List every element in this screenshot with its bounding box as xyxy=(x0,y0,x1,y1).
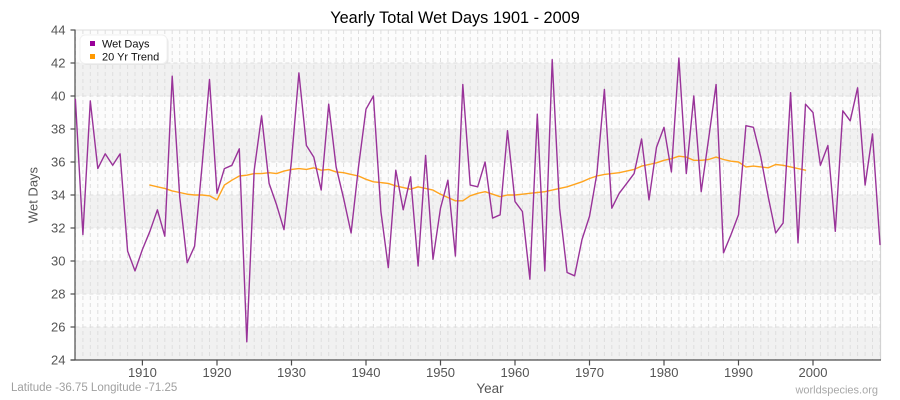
svg-text:40: 40 xyxy=(51,89,65,104)
svg-text:worldspecies.org: worldspecies.org xyxy=(794,385,878,397)
svg-text:44: 44 xyxy=(51,23,65,38)
svg-text:1930: 1930 xyxy=(277,365,306,380)
svg-text:2000: 2000 xyxy=(799,365,828,380)
svg-text:38: 38 xyxy=(51,122,65,137)
svg-text:Wet Days: Wet Days xyxy=(26,166,41,223)
svg-text:26: 26 xyxy=(51,320,65,335)
svg-text:1970: 1970 xyxy=(575,365,604,380)
svg-text:1950: 1950 xyxy=(426,365,455,380)
svg-text:28: 28 xyxy=(51,287,65,302)
svg-text:Yearly Total Wet Days 1901 - 2: Yearly Total Wet Days 1901 - 2009 xyxy=(330,9,580,27)
svg-text:20 Yr Trend: 20 Yr Trend xyxy=(102,52,159,64)
svg-text:30: 30 xyxy=(51,254,65,269)
svg-text:36: 36 xyxy=(51,155,65,170)
svg-text:1990: 1990 xyxy=(724,365,753,380)
svg-text:32: 32 xyxy=(51,221,65,236)
svg-text:1980: 1980 xyxy=(650,365,679,380)
svg-text:Latitude -36.75 Longitude -71.: Latitude -36.75 Longitude -71.25 xyxy=(11,382,177,394)
svg-text:1920: 1920 xyxy=(203,365,232,380)
svg-text:1940: 1940 xyxy=(352,365,381,380)
svg-text:24: 24 xyxy=(51,353,65,368)
svg-text:34: 34 xyxy=(51,188,65,203)
svg-text:1960: 1960 xyxy=(501,365,530,380)
svg-text:1910: 1910 xyxy=(128,365,157,380)
svg-text:Year: Year xyxy=(476,381,504,396)
svg-text:42: 42 xyxy=(51,56,65,71)
svg-text:Wet Days: Wet Days xyxy=(102,39,150,51)
